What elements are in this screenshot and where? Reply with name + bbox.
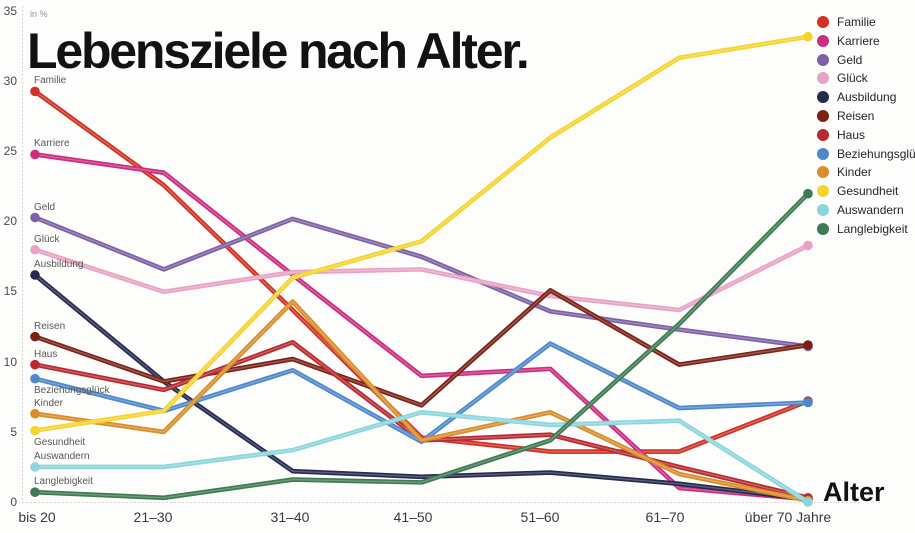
point-marker-Gesundheit bbox=[30, 425, 40, 436]
legend-item-ausbildung: Ausbildung bbox=[817, 90, 915, 104]
y-tick-20: 20 bbox=[3, 214, 17, 228]
y-tick-15: 15 bbox=[3, 284, 17, 298]
point-marker-Ausbildung bbox=[30, 270, 40, 280]
y-tick-25: 25 bbox=[3, 144, 17, 158]
legend-swatch-familie bbox=[817, 16, 829, 28]
chart-title: Lebensziele nach Alter. bbox=[27, 23, 530, 79]
point-marker-Auswandern bbox=[30, 462, 40, 472]
legend-item-beziehungsglueck: Beziehungsglück bbox=[817, 147, 915, 161]
legend-swatch-haus bbox=[817, 128, 829, 141]
x-tick-41-50: 41–50 bbox=[393, 509, 433, 525]
x-axis-title: Alter bbox=[823, 477, 885, 507]
line-Kinder bbox=[32, 299, 811, 503]
legend-item-glueck: Glück bbox=[817, 71, 915, 85]
y-axis-unit-label: in % bbox=[30, 9, 48, 19]
line-Langlebigkeit bbox=[32, 191, 811, 501]
y-tick-10: 10 bbox=[3, 355, 17, 369]
line-highlight bbox=[34, 289, 809, 407]
legend-swatch-ausbildung bbox=[817, 91, 829, 104]
point-marker-Langlebigkeit bbox=[803, 188, 813, 199]
x-tick-31-40: 31–40 bbox=[270, 509, 310, 525]
x-tick-61-70: 61–70 bbox=[645, 509, 685, 525]
legend-item-reisen: Reisen bbox=[817, 109, 915, 123]
y-tick-5: 5 bbox=[10, 425, 17, 439]
line-highlight bbox=[34, 411, 809, 503]
line-highlight bbox=[34, 192, 809, 499]
series-label-geld: Geld bbox=[34, 201, 56, 213]
y-tick-35: 35 bbox=[3, 4, 17, 18]
series-label-gesundheit: Gesundheit bbox=[34, 436, 86, 448]
legend-item-auswandern: Auswandern bbox=[817, 203, 915, 217]
line-highlight bbox=[34, 244, 809, 311]
legend-swatch-langlebigkeit bbox=[817, 222, 829, 235]
y-tick-0: 0 bbox=[10, 495, 17, 509]
series-label-familie: Familie bbox=[34, 75, 67, 87]
series-label-ausbildung: Ausbildung bbox=[34, 258, 84, 270]
line-highlight bbox=[34, 300, 809, 502]
legend: Familie Karriere Geld Glück Ausbildung R… bbox=[817, 15, 915, 241]
line-Glück bbox=[32, 243, 811, 313]
series-label-langlebigkeit: Langlebigkeit bbox=[34, 476, 93, 488]
legend-item-langlebigkeit: Langlebigkeit bbox=[817, 222, 915, 236]
x-tick-ueber-70: über 70 Jahre bbox=[744, 509, 832, 525]
legend-item-gesundheit: Gesundheit bbox=[817, 184, 915, 198]
series-label-auswandern: Auswandern bbox=[34, 450, 90, 462]
series-label-glueck: Glück bbox=[34, 233, 60, 245]
point-marker-Familie bbox=[30, 86, 40, 97]
point-marker-Reisen bbox=[803, 340, 813, 350]
legend-item-geld: Geld bbox=[817, 53, 915, 67]
series-label-haus: Haus bbox=[34, 348, 58, 360]
point-marker-Langlebigkeit bbox=[30, 487, 40, 497]
point-marker-Glück bbox=[30, 244, 40, 255]
series-label-karriere: Karriere bbox=[34, 138, 70, 150]
line-Auswandern bbox=[32, 410, 811, 505]
x-tick-21-30: 21–30 bbox=[133, 509, 173, 525]
point-marker-Reisen bbox=[30, 331, 40, 342]
point-marker-Beziehungsglück bbox=[803, 397, 813, 408]
line-highlight bbox=[34, 216, 809, 348]
line-Gesundheit bbox=[32, 34, 811, 433]
legend-swatch-beziehungsglueck bbox=[817, 147, 829, 160]
legend-swatch-gesundheit bbox=[817, 185, 829, 198]
y-tick-30: 30 bbox=[3, 74, 17, 88]
legend-swatch-geld bbox=[817, 53, 829, 66]
series-label-kinder: Kinder bbox=[34, 397, 63, 409]
line-Karriere bbox=[32, 152, 811, 502]
point-marker-Haus bbox=[30, 359, 40, 370]
point-marker-Karriere bbox=[30, 149, 40, 160]
line-Geld bbox=[32, 215, 811, 349]
x-tick-51-60: 51–60 bbox=[520, 509, 560, 525]
legend-item-familie: Familie bbox=[817, 15, 915, 29]
legend-swatch-karriere bbox=[817, 34, 829, 47]
legend-swatch-reisen bbox=[817, 109, 829, 122]
legend-swatch-glueck bbox=[817, 72, 829, 85]
point-marker-Geld bbox=[30, 212, 40, 223]
legend-item-karriere: Karriere bbox=[817, 34, 915, 48]
point-marker-Beziehungsglück bbox=[30, 373, 40, 384]
line-highlight bbox=[34, 36, 809, 432]
point-marker-Glück bbox=[803, 240, 813, 251]
series-label-reisen: Reisen bbox=[34, 320, 66, 332]
line-highlight bbox=[34, 153, 809, 500]
point-marker-Gesundheit bbox=[803, 31, 813, 42]
point-marker-Auswandern bbox=[803, 497, 813, 507]
x-tick-bis-20: bis 20 bbox=[18, 509, 56, 525]
series-label-beziehungsglueck: Beziehungsglück bbox=[34, 384, 110, 396]
legend-swatch-auswandern bbox=[817, 203, 829, 216]
legend-item-kinder: Kinder bbox=[817, 165, 915, 179]
legend-swatch-kinder bbox=[817, 166, 829, 179]
legend-item-haus: Haus bbox=[817, 128, 915, 142]
line-Reisen bbox=[32, 288, 811, 408]
point-marker-Kinder bbox=[30, 408, 40, 419]
